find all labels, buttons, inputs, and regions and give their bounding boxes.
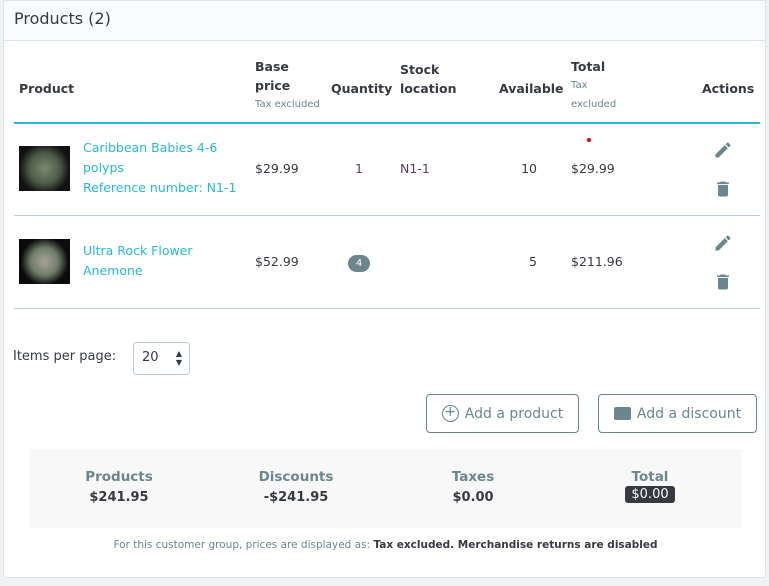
col-total: Total Tax excluded bbox=[571, 57, 621, 114]
col-base-price-label: Base price bbox=[255, 59, 291, 93]
summary-taxes: Taxes $0.00 bbox=[393, 469, 553, 505]
col-base-price-sub: Tax excluded bbox=[255, 99, 320, 110]
col-actions: Actions bbox=[702, 81, 755, 96]
row-divider bbox=[14, 308, 760, 309]
products-card: Products (2) Product Base price Tax excl… bbox=[3, 0, 766, 578]
available: 10 bbox=[521, 161, 537, 176]
add-product-label: Add a product bbox=[464, 405, 564, 422]
items-per-page-label: Items per page: bbox=[13, 349, 117, 364]
sort-arrows-icon: ▲ ▼ bbox=[175, 349, 182, 367]
summary-products: Products $241.95 bbox=[39, 469, 199, 505]
stock-location: N1-1 bbox=[400, 161, 430, 176]
row-divider bbox=[14, 215, 760, 216]
total: $211.96 bbox=[571, 254, 623, 269]
summary-total: Total $0.00 bbox=[570, 469, 730, 503]
base-price: $29.99 bbox=[255, 161, 299, 176]
product-image bbox=[19, 239, 70, 284]
items-per-page-select[interactable]: 20 ▲ ▼ bbox=[133, 342, 190, 375]
edit-icon[interactable] bbox=[713, 140, 733, 164]
product-reference: Reference number: N1-1 bbox=[83, 180, 237, 195]
delete-icon[interactable] bbox=[713, 179, 733, 203]
col-base-price: Base price Tax excluded bbox=[255, 57, 325, 114]
product-info: Caribbean Babies 4-6 polyps Reference nu… bbox=[83, 138, 243, 198]
plus-circle-icon: + bbox=[441, 405, 459, 422]
summary-discounts-value: -$241.95 bbox=[263, 490, 329, 505]
available: 5 bbox=[529, 254, 537, 269]
header-divider bbox=[14, 122, 760, 124]
summary-discounts: Discounts -$241.95 bbox=[216, 469, 376, 505]
col-total-sub: Tax excluded bbox=[571, 80, 617, 110]
card-title: Products (2) bbox=[4, 1, 765, 41]
summary-products-label: Products bbox=[85, 469, 153, 485]
col-stock-location: Stock location bbox=[400, 62, 457, 96]
summary-total-label: Total bbox=[631, 469, 669, 485]
ticket-icon bbox=[613, 407, 631, 420]
quantity-badge: 4 bbox=[348, 255, 370, 272]
tax-note: For this customer group, prices are disp… bbox=[4, 539, 767, 551]
product-info: Ultra Rock Flower Anemone bbox=[83, 241, 243, 281]
summary-discounts-label: Discounts bbox=[258, 469, 334, 485]
order-summary: Products $241.95 Discounts -$241.95 Taxe… bbox=[29, 449, 742, 528]
col-product: Product bbox=[19, 81, 75, 96]
col-quantity: Quantity bbox=[331, 81, 393, 96]
add-discount-button[interactable]: Add a discount bbox=[598, 394, 757, 433]
product-name-link[interactable]: Caribbean Babies 4-6 polyps bbox=[83, 140, 218, 175]
summary-taxes-value: $0.00 bbox=[452, 490, 494, 505]
items-per-page-value: 20 bbox=[142, 350, 159, 365]
edit-icon[interactable] bbox=[713, 233, 733, 257]
quantity: 1 bbox=[355, 161, 363, 176]
base-price: $52.99 bbox=[255, 254, 299, 269]
indicator-dot bbox=[587, 138, 591, 142]
add-product-button[interactable]: + Add a product bbox=[426, 394, 579, 433]
summary-products-value: $241.95 bbox=[89, 490, 149, 505]
product-name-link[interactable]: Ultra Rock Flower Anemone bbox=[83, 243, 193, 278]
summary-total-value: $0.00 bbox=[625, 486, 675, 503]
total: $29.99 bbox=[571, 161, 615, 176]
col-total-label: Total bbox=[571, 59, 606, 74]
summary-taxes-label: Taxes bbox=[451, 469, 495, 485]
delete-icon[interactable] bbox=[713, 272, 733, 296]
tax-note-bold: Tax excluded. Merchandise returns are di… bbox=[373, 539, 658, 551]
tax-note-prefix: For this customer group, prices are disp… bbox=[113, 539, 371, 551]
product-image bbox=[19, 146, 70, 191]
add-discount-label: Add a discount bbox=[636, 405, 742, 422]
col-available: Available bbox=[499, 81, 564, 96]
